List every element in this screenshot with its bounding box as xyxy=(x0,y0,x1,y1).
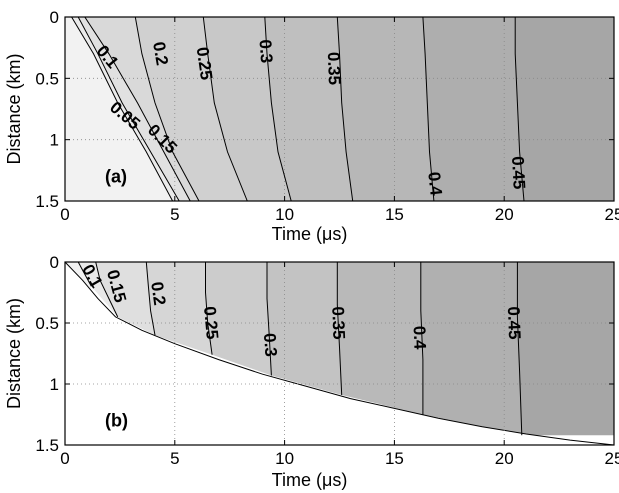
contour-band xyxy=(337,262,423,415)
contour-line xyxy=(84,17,191,201)
contour-label: 0.45 xyxy=(504,306,524,340)
panel-0: 0.10.050.150.2 0.25 0.30.350.4 0.450 5 10 15 20… xyxy=(4,8,619,244)
y-tick-label: 0.5 xyxy=(35,69,59,88)
contour-line xyxy=(420,262,424,415)
x-axis-label: Time (μs) xyxy=(272,224,348,244)
contour-band xyxy=(264,17,353,201)
contour-line xyxy=(422,17,435,201)
contour-label: 0.2 xyxy=(149,40,172,67)
y-tick-label: 1 xyxy=(50,131,59,150)
contour-label: 0.3 xyxy=(260,332,281,357)
contour-label: 0.35 xyxy=(328,306,348,340)
contour-band xyxy=(78,262,118,317)
contour-label: 0.3 xyxy=(256,39,277,64)
x-tick-label: 10 xyxy=(275,205,294,224)
y-tick-label: 0 xyxy=(50,253,59,272)
contour-label: 0.35 xyxy=(324,52,344,86)
contour-label: 0.45 xyxy=(508,156,529,190)
contour-area xyxy=(65,17,614,201)
contour-band xyxy=(84,17,199,201)
y-axis-label: Distance (km) xyxy=(4,298,24,409)
empty-region xyxy=(65,262,614,445)
contour-band xyxy=(95,262,155,336)
plot-frame xyxy=(64,16,615,202)
contour-band xyxy=(205,262,272,376)
x-tick-label: 0 xyxy=(60,449,69,468)
contour-band xyxy=(515,17,614,201)
contour-line xyxy=(134,17,200,201)
contour-line xyxy=(95,262,119,318)
x-tick-label: 20 xyxy=(495,205,514,224)
contour-band xyxy=(78,17,191,201)
panel-tag: (b) xyxy=(105,411,128,431)
x-tick-label: 5 xyxy=(170,449,179,468)
contour-line xyxy=(71,17,174,201)
contour-line xyxy=(514,17,525,201)
contour-line xyxy=(202,17,248,201)
contour-band xyxy=(146,262,213,355)
contour-band xyxy=(337,17,434,201)
contour-line xyxy=(77,17,180,201)
contour-band xyxy=(420,262,522,436)
y-tick-label: 1.5 xyxy=(35,192,59,211)
contour-band xyxy=(65,17,173,201)
contour-label: 0.2 xyxy=(147,281,169,307)
contour-band xyxy=(267,262,342,395)
y-tick-label: 0 xyxy=(50,8,59,27)
x-axis-label: Time (μs) xyxy=(272,470,348,490)
contour-band xyxy=(135,17,248,201)
contour-label: 0.4 xyxy=(410,325,430,350)
contour-line xyxy=(145,262,156,336)
contour-line xyxy=(77,262,92,287)
x-tick-label: 0 xyxy=(60,205,69,224)
panel-tag: (a) xyxy=(105,167,127,187)
contour-line xyxy=(266,262,272,376)
contour-label: 0.25 xyxy=(200,306,222,341)
contour-line xyxy=(516,262,523,436)
contour-band xyxy=(517,262,614,436)
x-tick-label: 15 xyxy=(385,449,404,468)
x-tick-label: 5 xyxy=(170,205,179,224)
contour-band xyxy=(203,17,292,201)
y-tick-label: 1.5 xyxy=(35,436,59,455)
contour-line xyxy=(336,17,354,201)
plot-frame xyxy=(64,261,615,446)
y-tick-label: 1 xyxy=(50,375,59,394)
contour-label: 0.25 xyxy=(193,46,216,81)
contour-line xyxy=(205,262,213,355)
x-tick-label: 25 xyxy=(605,205,619,224)
contour-band xyxy=(422,17,524,201)
contour-line xyxy=(264,17,292,201)
x-tick-label: 10 xyxy=(275,449,294,468)
contour-area xyxy=(65,262,614,445)
y-axis-label: Distance (km) xyxy=(4,53,24,164)
panel-1: 0.10.15 0.20.250.30.35 0.4 0.450 5 10 15 20 2500… xyxy=(4,253,619,490)
x-tick-label: 20 xyxy=(495,449,514,468)
contour-line xyxy=(336,262,343,396)
contour-label: 0.4 xyxy=(424,171,445,197)
x-tick-label: 25 xyxy=(605,449,619,468)
x-tick-label: 15 xyxy=(385,205,404,224)
y-tick-label: 0.5 xyxy=(35,314,59,333)
